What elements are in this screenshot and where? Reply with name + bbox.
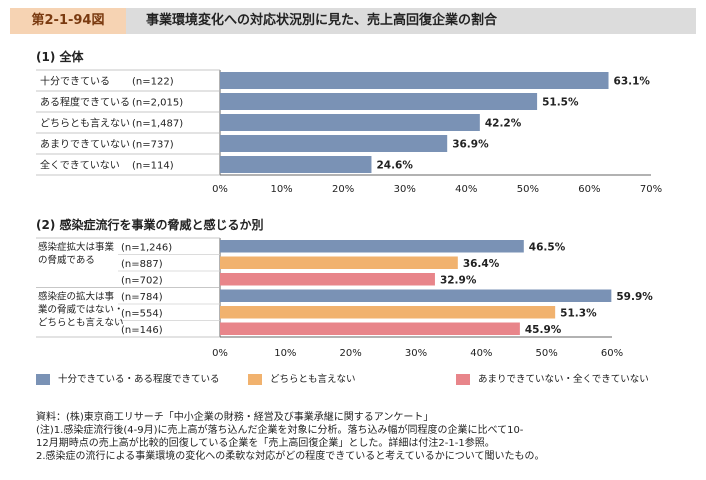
chart2-n-label: (n=554) — [121, 308, 163, 319]
chart1-value-label: 24.6% — [376, 160, 413, 172]
chart1-bar — [220, 135, 448, 152]
chart2-value-label: 51.3% — [560, 307, 597, 319]
chart1-value-label: 36.9% — [452, 139, 489, 151]
chart1-value-label: 63.1% — [614, 76, 651, 88]
chart1-category-label: 十分できている — [40, 75, 110, 88]
chart1-overall: 十分できている (n=122) 63.1% ある程度できている (n=2,015) 51.… — [36, 69, 662, 195]
chart2-value-label: 46.5% — [529, 241, 566, 253]
chart2-n-label: (n=702) — [121, 275, 163, 286]
legend-item-orange: どちらとも言えない — [248, 372, 356, 388]
chart1-bar — [220, 93, 538, 110]
chart2-group-label: 感染症拡大は事業 — [38, 241, 115, 253]
chart1-category-label: ある程度できている — [40, 96, 130, 109]
chart2-value-label: 32.9% — [440, 274, 477, 286]
chart1-value-label: 42.2% — [485, 118, 522, 130]
note-1a: (注)1.感染症流行後(4-9月)に売上高が落ち込んだ企業を対象に分析。落ち込み… — [36, 425, 524, 436]
chart1-x-tick-label: 50% — [517, 184, 539, 195]
chart2-n-label: (n=784) — [121, 292, 163, 303]
chart2-group-label: 業の脅威ではない・ — [38, 304, 124, 316]
figure-title: 事業環境変化への対応状況別に見た、売上高回復企業の割合 — [146, 13, 498, 28]
chart2-bar — [220, 289, 612, 302]
legend-swatch-blue — [36, 374, 50, 385]
chart1-x-tick-label: 10% — [270, 184, 292, 195]
chart2-by-threat: 感染症拡大は事業の脅威である感染症の拡大は事業の脅威ではない・どちらとも言えない… — [36, 237, 653, 358]
figure-number: 第2-1-94図 — [10, 8, 126, 34]
chart2-n-label: (n=1,246) — [121, 242, 172, 253]
chart1-x-tick-label: 70% — [640, 184, 662, 195]
chart2-value-label: 36.4% — [463, 258, 500, 270]
chart2-x-tick-label: 60% — [601, 348, 623, 358]
legend-label-pink: あまりできていない・全くできていない — [478, 374, 649, 385]
chart2-legend: 十分できている・ある程度できている どちらとも言えない あまりできていない・全く… — [36, 372, 676, 388]
chart2-x-tick-label: 20% — [340, 348, 362, 358]
chart2-group-label: の脅威である — [38, 254, 95, 266]
chart1-x-tick-label: 20% — [332, 184, 354, 195]
note-1b: 12月期時点の売上高が比較的回復している企業を「売上高回復企業」とした。詳細は付… — [36, 438, 495, 449]
chart1-bar — [220, 156, 372, 173]
chart2-n-label: (n=146) — [121, 325, 163, 336]
chart2-x-tick-label: 0% — [212, 348, 228, 358]
chart2-bar — [220, 240, 524, 253]
chart2-n-label: (n=887) — [121, 259, 163, 270]
legend-item-blue: 十分できている・ある程度できている — [36, 372, 220, 388]
legend-item-pink: あまりできていない・全くできていない — [456, 372, 649, 388]
chart1-value-label: 51.5% — [542, 97, 579, 109]
chart2-x-tick-label: 50% — [536, 348, 558, 358]
legend-label-orange: どちらとも言えない — [270, 374, 356, 385]
chart1-n-label: (n=737) — [132, 140, 174, 151]
chart1-x-tick-label: 30% — [394, 184, 416, 195]
chart2-value-label: 45.9% — [525, 324, 562, 336]
chart1-n-label: (n=2,015) — [132, 98, 183, 109]
chart2-bar — [220, 322, 520, 335]
legend-swatch-orange — [248, 374, 262, 385]
chart2-group-label: 感染症の拡大は事 — [38, 291, 115, 303]
chart2-group-label: どちらとも言えない — [38, 317, 124, 329]
chart1-category-label: 全くできていない — [40, 159, 120, 172]
chart1-x-tick-label: 40% — [455, 184, 477, 195]
legend-label-blue: 十分できている・ある程度できている — [58, 374, 220, 385]
chart2-x-tick-label: 40% — [470, 348, 492, 358]
figure-header: 第2-1-94図 事業環境変化への対応状況別に見た、売上高回復企業の割合 — [10, 8, 696, 34]
chart2-bar — [220, 306, 556, 319]
chart2-title: (2) 感染症流行を事業の脅威と感じるか別 — [36, 218, 264, 232]
note-source: 資料：(株)東京商工リサーチ「中小企業の財務・経営及び事業承継に関するアンケート… — [36, 412, 434, 423]
source-notes: 資料：(株)東京商工リサーチ「中小企業の財務・経営及び事業承継に関するアンケート… — [36, 411, 676, 463]
chart1-bar — [220, 72, 609, 89]
chart1-title: (1) 全体 — [36, 50, 84, 64]
chart2-x-tick-label: 10% — [274, 348, 296, 358]
chart1-n-label: (n=122) — [132, 77, 174, 88]
chart1-bar — [220, 114, 480, 131]
chart1-category-label: あまりできていない — [40, 139, 130, 151]
legend-swatch-pink — [456, 374, 470, 385]
chart2-bar — [220, 273, 435, 286]
note-2: 2.感染症の流行による事業環境の変化への柔軟な対応がどの程度できていると考えてい… — [36, 451, 545, 462]
chart1-n-label: (n=114) — [132, 161, 174, 172]
chart2-bar — [220, 256, 458, 269]
chart2-x-tick-label: 30% — [405, 348, 427, 358]
chart1-x-tick-label: 0% — [212, 184, 228, 195]
chart2-value-label: 59.9% — [616, 291, 653, 303]
chart1-n-label: (n=1,487) — [132, 119, 183, 130]
chart1-x-tick-label: 60% — [578, 184, 600, 195]
chart1-category-label: どちらとも言えない — [40, 117, 130, 130]
